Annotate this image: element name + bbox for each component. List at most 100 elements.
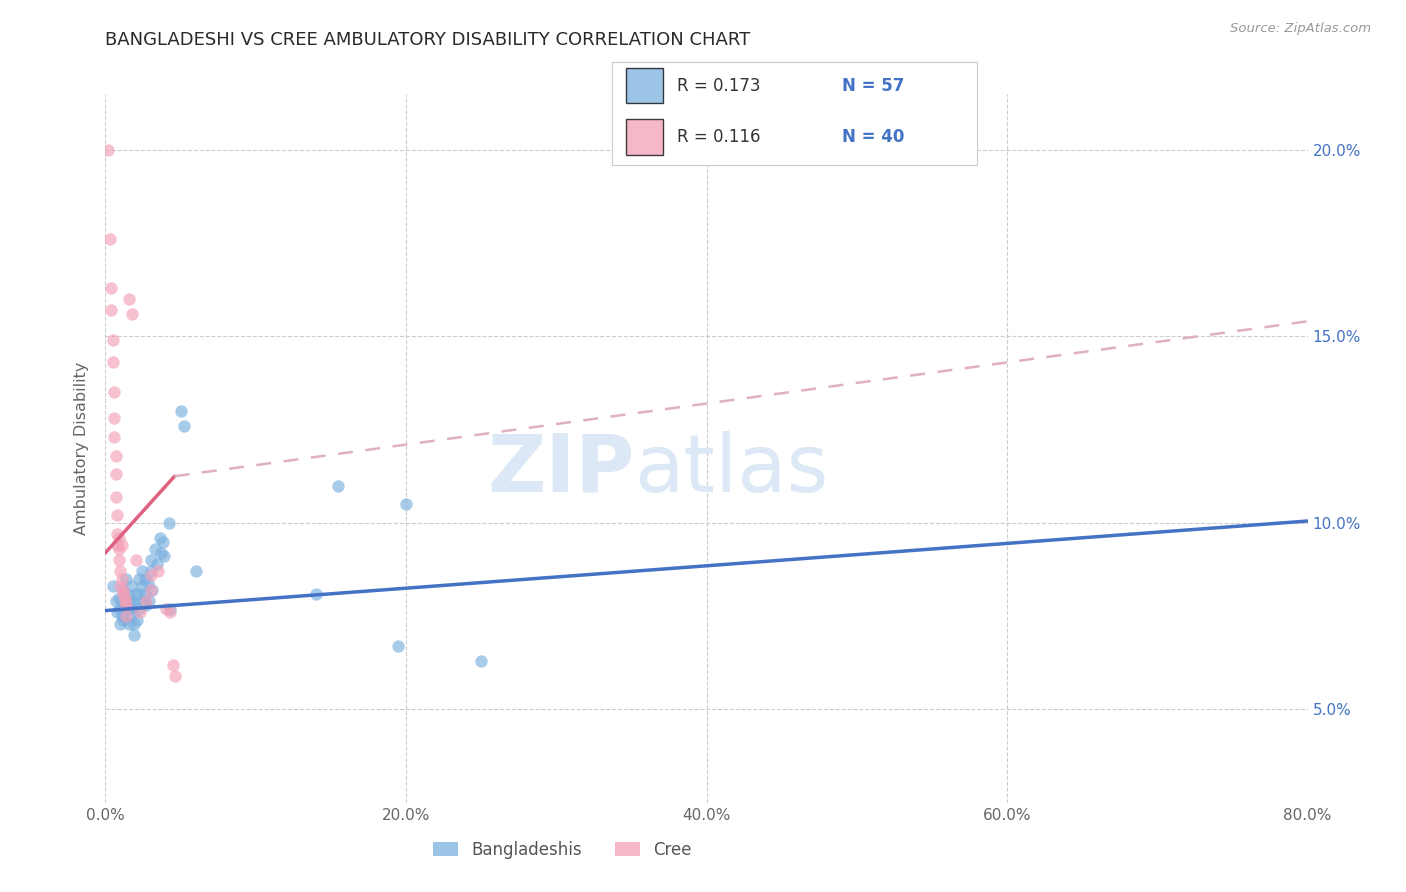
Point xyxy=(159,606,181,620)
FancyBboxPatch shape xyxy=(626,68,662,103)
Point xyxy=(139,565,162,579)
Point xyxy=(101,333,124,347)
Point xyxy=(111,572,134,586)
Point xyxy=(107,606,129,620)
Point xyxy=(132,594,155,608)
Point xyxy=(134,572,156,586)
Point xyxy=(169,404,191,418)
Point xyxy=(163,669,186,683)
Point xyxy=(110,579,132,593)
Point xyxy=(129,606,152,620)
Point xyxy=(124,553,146,567)
Point xyxy=(128,587,150,601)
Point xyxy=(117,587,139,601)
Point xyxy=(104,594,127,608)
FancyBboxPatch shape xyxy=(626,119,662,155)
Point xyxy=(114,601,136,615)
Point xyxy=(305,587,328,601)
Text: R = 0.116: R = 0.116 xyxy=(678,128,761,145)
Point xyxy=(111,594,134,608)
Point xyxy=(114,591,136,605)
Point xyxy=(153,549,176,564)
Text: BANGLADESHI VS CREE AMBULATORY DISABILITY CORRELATION CHART: BANGLADESHI VS CREE AMBULATORY DISABILIT… xyxy=(105,31,751,49)
Point xyxy=(139,553,162,567)
Point xyxy=(128,601,150,615)
Text: N = 40: N = 40 xyxy=(842,128,904,145)
Point xyxy=(104,490,127,504)
Point xyxy=(121,307,143,321)
Point xyxy=(122,616,145,631)
Point xyxy=(136,575,159,590)
Point xyxy=(173,418,195,433)
Point xyxy=(103,385,125,400)
Point xyxy=(135,594,157,608)
Point xyxy=(470,654,492,668)
Point xyxy=(121,594,143,608)
Point xyxy=(110,616,132,631)
Point xyxy=(115,609,138,624)
Point xyxy=(120,579,142,593)
Point xyxy=(125,613,148,627)
Point xyxy=(115,598,138,612)
Point xyxy=(103,430,125,444)
Point xyxy=(108,591,131,605)
Point xyxy=(112,587,135,601)
Point xyxy=(157,516,180,530)
Point xyxy=(101,579,124,593)
Text: Source: ZipAtlas.com: Source: ZipAtlas.com xyxy=(1230,22,1371,36)
Point xyxy=(110,565,132,579)
Point xyxy=(135,598,157,612)
Point xyxy=(138,594,160,608)
Point xyxy=(143,541,166,556)
Point xyxy=(112,583,135,598)
Text: atlas: atlas xyxy=(634,431,828,508)
Text: N = 57: N = 57 xyxy=(842,77,904,95)
Point xyxy=(162,657,184,672)
Point xyxy=(115,572,138,586)
Legend: Bangladeshis, Cree: Bangladeshis, Cree xyxy=(426,834,699,865)
Point xyxy=(107,538,129,552)
Point xyxy=(148,531,170,545)
Point xyxy=(121,601,143,615)
Point xyxy=(115,598,138,612)
Text: R = 0.173: R = 0.173 xyxy=(678,77,761,95)
Point xyxy=(118,292,141,306)
Point xyxy=(118,594,141,608)
Point xyxy=(107,527,129,541)
Point xyxy=(112,583,135,598)
Point xyxy=(100,281,122,295)
Point xyxy=(134,587,156,601)
Point xyxy=(139,568,162,582)
Point xyxy=(114,591,136,605)
Point xyxy=(328,478,350,492)
Point xyxy=(111,538,134,552)
Point xyxy=(103,411,125,425)
Point xyxy=(118,616,141,631)
Point xyxy=(131,579,153,593)
Point xyxy=(145,557,167,571)
Point xyxy=(150,546,173,560)
Point xyxy=(387,639,409,653)
Point xyxy=(139,583,162,598)
Point xyxy=(100,303,122,318)
Point xyxy=(98,232,121,246)
Y-axis label: Ambulatory Disability: Ambulatory Disability xyxy=(75,361,90,535)
Text: ZIP: ZIP xyxy=(486,431,634,508)
Point xyxy=(128,572,150,586)
Point xyxy=(124,587,146,601)
Point xyxy=(152,534,174,549)
Point xyxy=(114,594,136,608)
Point xyxy=(124,598,146,612)
Point xyxy=(122,628,145,642)
Point xyxy=(184,565,207,579)
Point xyxy=(107,508,129,523)
Point xyxy=(104,449,127,463)
Point xyxy=(155,601,177,615)
Point xyxy=(131,565,153,579)
Point xyxy=(108,531,131,545)
Point xyxy=(159,601,181,615)
Point xyxy=(110,601,132,615)
Point xyxy=(101,355,124,369)
Point xyxy=(97,143,120,157)
Point xyxy=(112,613,135,627)
